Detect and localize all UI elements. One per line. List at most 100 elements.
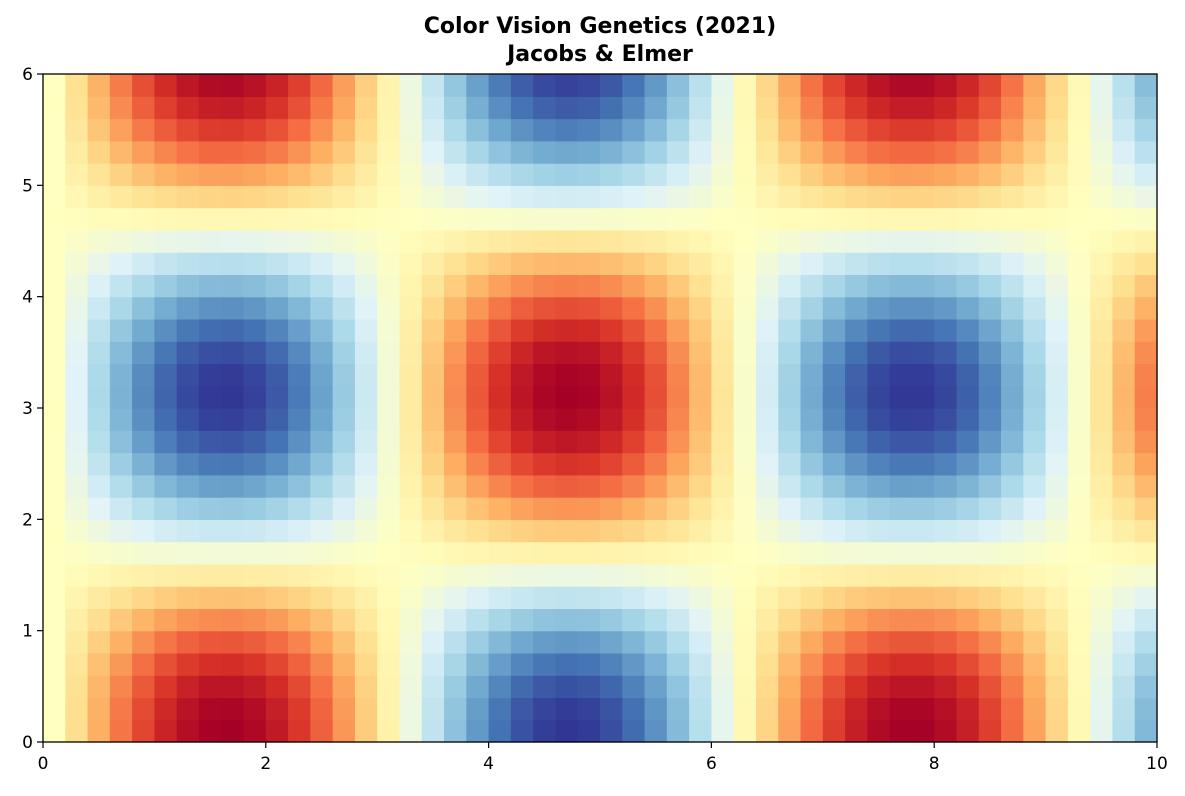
heatmap-cell bbox=[198, 497, 222, 520]
heatmap-cell bbox=[867, 96, 891, 120]
heatmap-cell bbox=[377, 163, 401, 186]
heatmap-cell bbox=[978, 185, 1002, 209]
heatmap-cell bbox=[1134, 318, 1158, 342]
heatmap-cell bbox=[867, 318, 891, 342]
heatmap-cell bbox=[533, 541, 557, 565]
heatmap-cell bbox=[867, 497, 891, 520]
heatmap-cell bbox=[399, 341, 423, 365]
heatmap-cell bbox=[867, 207, 891, 231]
heatmap-cell bbox=[956, 118, 980, 142]
heatmap-cell bbox=[1067, 207, 1091, 231]
heatmap-cell bbox=[154, 719, 178, 743]
heatmap-cell bbox=[176, 363, 200, 387]
heatmap-cell bbox=[444, 675, 467, 699]
heatmap-cell bbox=[1112, 274, 1136, 298]
heatmap-cell bbox=[1001, 630, 1024, 654]
heatmap-cell bbox=[555, 563, 579, 587]
heatmap-cell bbox=[65, 563, 89, 587]
heatmap-cell bbox=[733, 185, 757, 209]
heatmap-cell bbox=[510, 118, 534, 142]
heatmap-cell bbox=[845, 96, 868, 120]
heatmap-cell bbox=[65, 586, 89, 609]
heatmap-cell bbox=[488, 185, 512, 209]
heatmap-cell bbox=[934, 96, 958, 120]
heatmap-cell bbox=[310, 608, 334, 632]
heatmap-cell bbox=[1112, 252, 1136, 275]
heatmap-cell bbox=[1023, 474, 1047, 498]
heatmap-cell bbox=[243, 408, 267, 431]
heatmap-cell bbox=[577, 497, 601, 520]
heatmap-cell bbox=[711, 497, 735, 520]
heatmap-cell bbox=[43, 430, 66, 454]
heatmap-cell bbox=[310, 74, 334, 97]
heatmap-cell bbox=[354, 563, 378, 587]
heatmap-cell bbox=[889, 452, 913, 476]
heatmap-cell bbox=[354, 252, 378, 275]
heatmap-cell bbox=[1134, 430, 1158, 454]
heatmap-cell bbox=[1001, 563, 1024, 587]
heatmap-cell bbox=[934, 363, 958, 387]
heatmap-cell bbox=[221, 363, 245, 387]
heatmap-cell bbox=[666, 519, 690, 543]
heatmap-cell bbox=[778, 474, 802, 498]
heatmap-cell bbox=[666, 608, 690, 632]
heatmap-cell bbox=[689, 608, 712, 632]
heatmap-cell bbox=[755, 652, 779, 676]
heatmap-cell bbox=[711, 296, 735, 320]
heatmap-cell bbox=[488, 318, 512, 342]
heatmap-cell bbox=[867, 474, 891, 498]
heatmap-cell bbox=[666, 497, 690, 520]
heatmap-cell bbox=[533, 719, 557, 743]
heatmap-cell bbox=[399, 296, 423, 320]
heatmap-cell bbox=[132, 207, 155, 231]
heatmap-cell bbox=[310, 318, 334, 342]
heatmap-cell bbox=[377, 497, 401, 520]
heatmap-cell bbox=[978, 385, 1002, 409]
heatmap-cell bbox=[87, 675, 111, 699]
heatmap-cell bbox=[444, 252, 467, 275]
heatmap-cell bbox=[911, 497, 935, 520]
heatmap-cell bbox=[867, 229, 891, 253]
heatmap-cell bbox=[778, 563, 802, 587]
heatmap-cell bbox=[711, 675, 735, 699]
heatmap-cell bbox=[1023, 229, 1047, 253]
heatmap-cell bbox=[377, 408, 401, 431]
heatmap-cell bbox=[978, 318, 1002, 342]
heatmap-cell bbox=[154, 341, 178, 365]
heatmap-cell bbox=[1112, 497, 1136, 520]
heatmap-cell bbox=[978, 719, 1002, 743]
heatmap-cell bbox=[622, 74, 646, 97]
heatmap-cell bbox=[822, 140, 846, 164]
heatmap-cell bbox=[822, 318, 846, 342]
heatmap-cell bbox=[176, 497, 200, 520]
heatmap-cell bbox=[911, 541, 935, 565]
heatmap-cell bbox=[65, 318, 89, 342]
heatmap-cell bbox=[1023, 385, 1047, 409]
heatmap-cell bbox=[310, 274, 334, 298]
heatmap-cell bbox=[265, 652, 289, 676]
heatmap-cell bbox=[444, 608, 467, 632]
heatmap-cell bbox=[1023, 608, 1047, 632]
heatmap-cell bbox=[1090, 452, 1114, 476]
heatmap-cell bbox=[176, 563, 200, 587]
heatmap-cell bbox=[689, 408, 712, 431]
heatmap-cell bbox=[154, 652, 178, 676]
heatmap-cell bbox=[622, 474, 646, 498]
heatmap-cell bbox=[533, 96, 557, 120]
heatmap-cell bbox=[577, 608, 601, 632]
heatmap-cell bbox=[288, 652, 311, 676]
heatmap-cell bbox=[488, 608, 512, 632]
heatmap-cell bbox=[109, 185, 133, 209]
heatmap-cell bbox=[87, 185, 111, 209]
heatmap-cell bbox=[577, 652, 601, 676]
heatmap-cell bbox=[733, 274, 757, 298]
heatmap-cell bbox=[778, 608, 802, 632]
heatmap-cell bbox=[1134, 474, 1158, 498]
heatmap-cell bbox=[1045, 118, 1069, 142]
heatmap-cell bbox=[1090, 229, 1114, 253]
heatmap-cell bbox=[666, 140, 690, 164]
heatmap-cell bbox=[198, 697, 222, 721]
heatmap-cell bbox=[577, 430, 601, 454]
heatmap-cell bbox=[845, 697, 868, 721]
heatmap-cell bbox=[533, 408, 557, 431]
